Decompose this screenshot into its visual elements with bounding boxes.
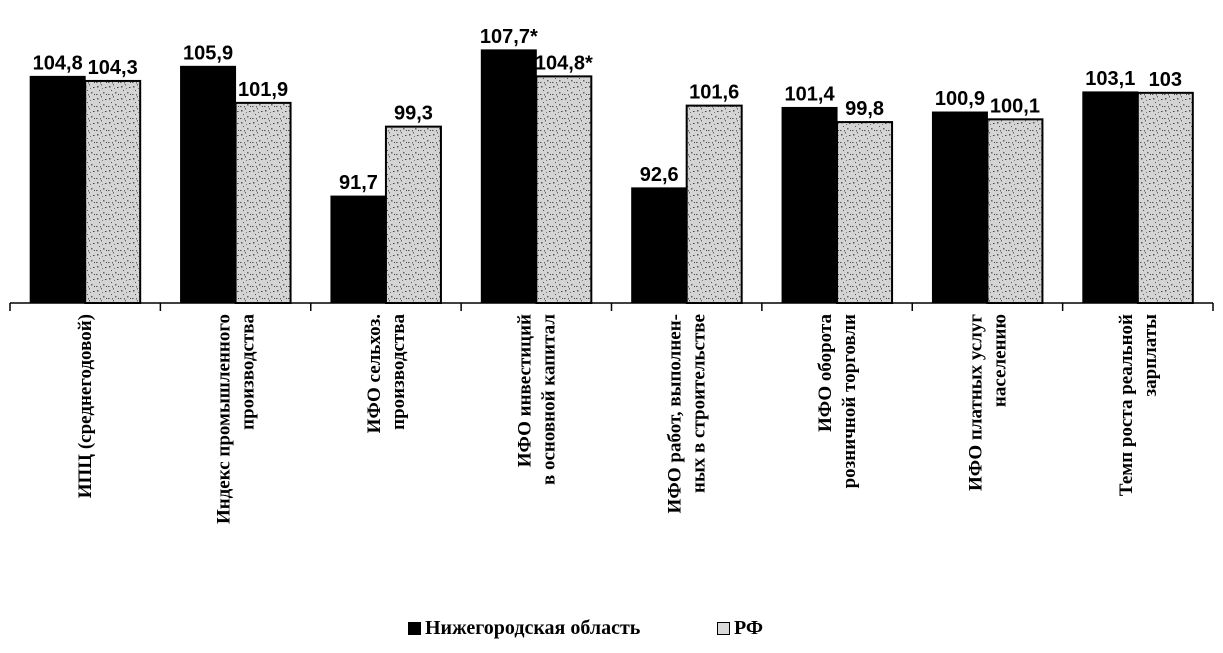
value-label-rf-5: 99,8 xyxy=(845,98,884,120)
value-label-rf-4: 101,6 xyxy=(689,82,739,104)
bar-region-1 xyxy=(180,65,237,304)
bar-rf-3 xyxy=(535,75,593,305)
bar-region-5 xyxy=(781,106,838,304)
category-label-2-0: ИФО сельхоз. xyxy=(364,314,385,433)
bar-rf-0 xyxy=(84,79,142,304)
category-label-3-0: ИФО инвестиций xyxy=(514,314,535,467)
category-label-7-1: зарплаты xyxy=(1140,314,1161,397)
bar-rf-6 xyxy=(986,118,1044,304)
bar-rf-7 xyxy=(1136,91,1194,304)
category-label-4-1: ных в строительстве xyxy=(689,314,710,493)
category-label-5-0: ИФО оборота xyxy=(815,314,836,432)
value-label-region-6: 100,9 xyxy=(935,88,985,110)
value-label-rf-3: 104,8* xyxy=(535,52,593,74)
value-label-region-2: 91,7 xyxy=(339,172,378,194)
bar-rf-2 xyxy=(384,125,442,305)
bar-region-4 xyxy=(631,187,688,304)
value-label-rf-1: 101,9 xyxy=(238,79,288,101)
category-label-4-0: ИФО работ, выполнен- xyxy=(665,314,686,513)
category-label-1-1: производства xyxy=(238,314,259,430)
value-label-rf-7: 103 xyxy=(1149,69,1182,91)
bar-region-7 xyxy=(1082,91,1139,304)
value-label-region-0: 104,8 xyxy=(33,52,83,74)
category-label-5-1: розничной торговли xyxy=(839,314,860,488)
bar-region-3 xyxy=(480,49,537,304)
bar-rf-1 xyxy=(234,101,292,305)
bar-region-0 xyxy=(29,75,86,304)
legend-swatch-region xyxy=(408,622,421,635)
bar-region-2 xyxy=(330,195,387,304)
legend-label-region: Нижегородская область xyxy=(425,617,641,639)
legend-swatch-rf xyxy=(717,622,730,635)
value-label-region-4: 92,6 xyxy=(640,164,679,186)
legend-item-rf: РФ xyxy=(717,617,763,640)
category-label-1-0: Индекс промышленного xyxy=(214,314,235,524)
legend: Нижегородская область РФ xyxy=(0,617,1223,647)
bar-region-6 xyxy=(931,111,988,304)
value-label-region-1: 105,9 xyxy=(183,42,233,64)
category-label-7-0: Темп роста реальной xyxy=(1116,314,1137,496)
legend-label-rf: РФ xyxy=(734,617,764,639)
value-label-region-3: 107,7* xyxy=(480,26,538,48)
category-label-6-1: населению xyxy=(989,314,1010,407)
value-label-rf-6: 100,1 xyxy=(990,95,1040,117)
bar-rf-5 xyxy=(836,121,894,304)
value-label-rf-0: 104,3 xyxy=(88,57,138,79)
value-label-region-7: 103,1 xyxy=(1085,68,1135,90)
category-label-0-0: ИПЦ (среднегодовой) xyxy=(75,314,96,498)
value-label-rf-2: 99,3 xyxy=(394,103,433,125)
legend-item-region: Нижегородская область xyxy=(408,617,640,640)
category-label-2-1: производства xyxy=(388,314,409,430)
value-label-region-5: 101,4 xyxy=(785,83,836,105)
category-label-6-0: ИФО платных услуг xyxy=(965,314,986,491)
bar-rf-4 xyxy=(685,104,743,304)
category-label-3-1: в основной капитал xyxy=(538,314,559,485)
